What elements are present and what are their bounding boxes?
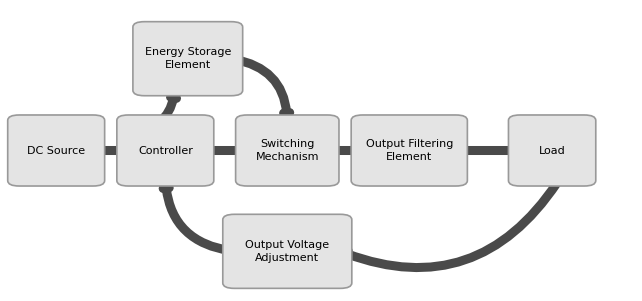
FancyBboxPatch shape — [223, 214, 352, 288]
Text: Output Filtering
Element: Output Filtering Element — [365, 139, 453, 162]
Text: Switching
Mechanism: Switching Mechanism — [256, 139, 319, 162]
FancyBboxPatch shape — [8, 115, 105, 186]
FancyBboxPatch shape — [236, 115, 339, 186]
FancyBboxPatch shape — [133, 22, 243, 96]
Text: Energy Storage
Element: Energy Storage Element — [144, 48, 231, 70]
Text: Controller: Controller — [138, 145, 193, 156]
FancyBboxPatch shape — [117, 115, 214, 186]
FancyBboxPatch shape — [508, 115, 596, 186]
Text: Output Voltage
Adjustment: Output Voltage Adjustment — [245, 240, 329, 262]
Text: DC Source: DC Source — [27, 145, 85, 156]
FancyBboxPatch shape — [351, 115, 467, 186]
Text: Load: Load — [539, 145, 566, 156]
